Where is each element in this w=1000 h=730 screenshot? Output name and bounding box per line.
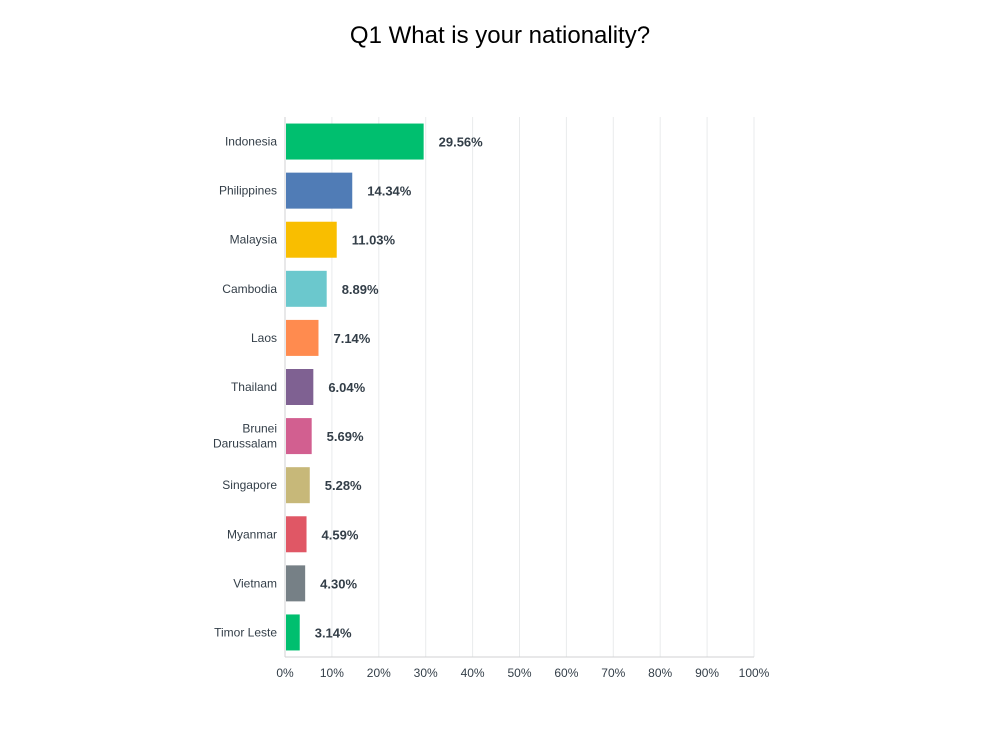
bar: [286, 221, 337, 258]
category-label: Vietnam: [233, 576, 277, 590]
category-label: Brunei Darussalam: [213, 422, 277, 451]
data-label: 7.14%: [333, 331, 370, 346]
bar: [286, 123, 424, 160]
x-tick-label: 0%: [276, 666, 294, 680]
x-tick-label: 80%: [648, 666, 672, 680]
bar: [286, 467, 310, 504]
bar: [286, 172, 353, 209]
x-tick-label: 60%: [554, 666, 578, 680]
bar: [286, 418, 312, 455]
bar: [286, 516, 307, 553]
x-tick-label: 50%: [507, 666, 531, 680]
x-tick-label: 40%: [461, 666, 485, 680]
data-label: 14.34%: [367, 184, 412, 199]
category-label: Laos: [251, 331, 277, 345]
grid-lines: [331, 117, 755, 657]
data-label: 4.59%: [322, 527, 359, 542]
data-label: 11.03%: [352, 233, 396, 248]
data-label: 5.28%: [325, 478, 362, 493]
bar: [286, 614, 300, 651]
chart-title: Q1 What is your nationality?: [349, 22, 651, 49]
data-label: 6.04%: [328, 380, 365, 395]
category-label: Philippines: [219, 184, 277, 198]
category-label: Malaysia: [230, 233, 278, 247]
data-label: 5.69%: [327, 429, 364, 444]
axes: [284, 117, 754, 658]
x-tick-label: 30%: [414, 666, 438, 680]
x-tick-label: 70%: [601, 666, 625, 680]
category-label: Singapore: [222, 478, 277, 492]
category-label: Myanmar: [227, 527, 277, 541]
bar: [286, 319, 319, 356]
category-label: Indonesia: [225, 135, 277, 149]
category-label: Cambodia: [222, 282, 277, 296]
category-label: Thailand: [231, 380, 277, 394]
x-tick-label: 10%: [320, 666, 344, 680]
data-label: 3.14%: [315, 625, 352, 640]
labels: 0% 10% 20% 30% 40% 50% 60% 70% 80% 90% 100% Indones…: [213, 135, 770, 680]
bar: [286, 270, 327, 307]
x-tick-label: 20%: [367, 666, 391, 680]
x-tick-label: 90%: [695, 666, 719, 680]
data-label: 29.56%: [439, 135, 484, 150]
category-label: Timor Leste: [214, 625, 277, 639]
bar: [286, 369, 314, 405]
x-tick-label: 100%: [739, 666, 770, 680]
data-label: 8.89%: [342, 282, 379, 297]
data-label: 4.30%: [320, 576, 357, 591]
bars: [286, 123, 424, 651]
bar: [286, 565, 306, 602]
